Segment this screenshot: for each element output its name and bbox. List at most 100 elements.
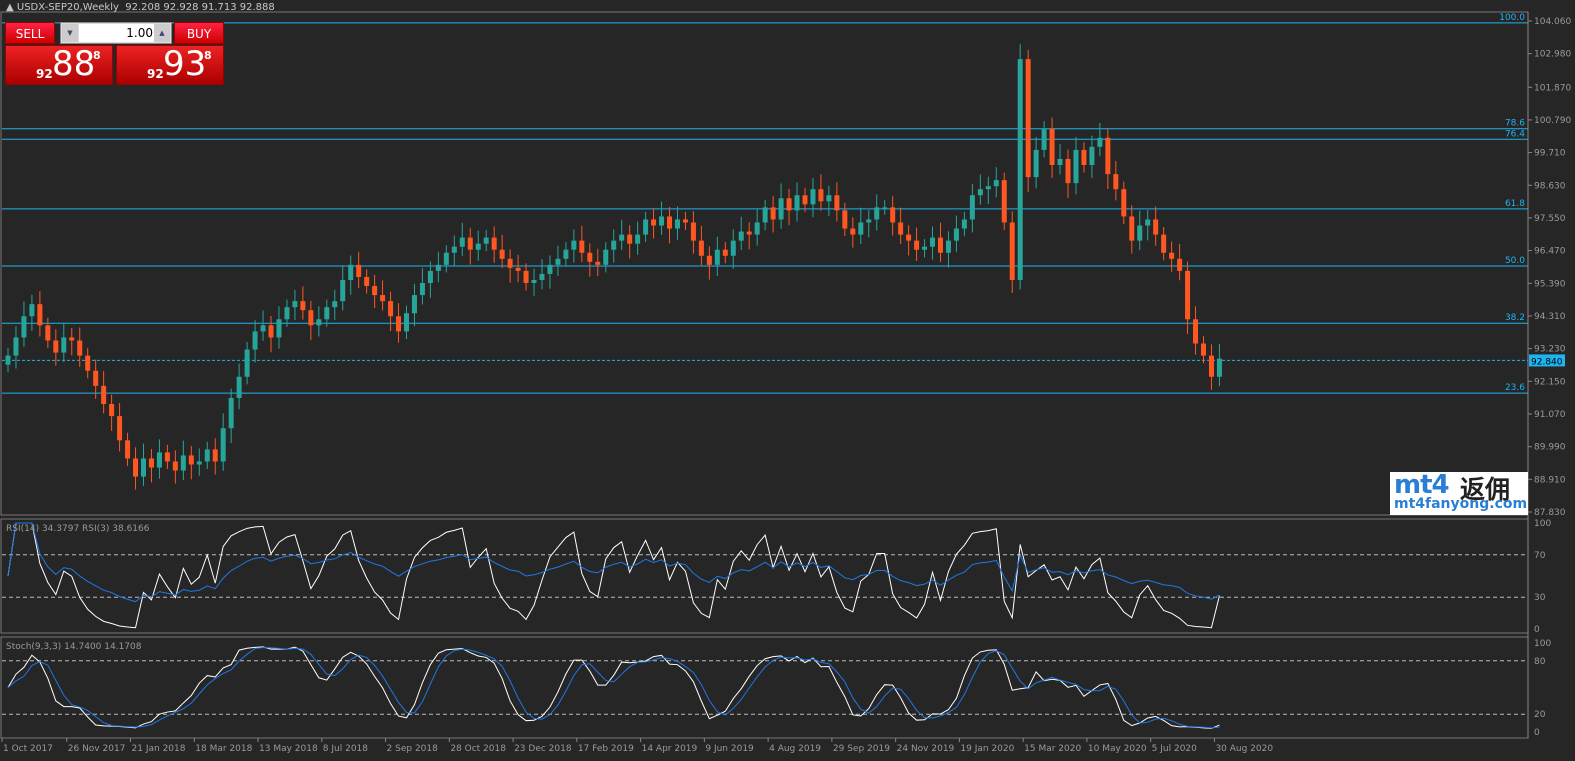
y-tick-label: 94.310 — [1534, 312, 1566, 322]
candle-body — [674, 219, 680, 229]
candle-body — [714, 249, 720, 265]
candle-body — [651, 219, 657, 226]
fib-level-label: 100.0 — [1499, 13, 1525, 23]
rsi14-line — [7, 522, 1220, 603]
lot-decrease-icon[interactable]: ▼ — [62, 24, 78, 42]
sell-price-button[interactable]: 92 88 8 — [5, 44, 113, 85]
x-tick-label: 9 Jun 2019 — [705, 744, 754, 754]
candle-body — [611, 240, 617, 250]
stoch-axis-label: 20 — [1534, 710, 1546, 720]
candle-body — [117, 416, 123, 441]
fib-level-label: 38.2 — [1505, 313, 1525, 323]
candle-body — [133, 458, 139, 477]
logo-url: mt4fanyong.com — [1394, 496, 1528, 512]
fib-level-label: 50.0 — [1505, 256, 1525, 266]
rsi3-line — [7, 522, 1220, 629]
candle-body — [890, 207, 896, 223]
candle-body — [212, 449, 218, 462]
candle-body — [794, 195, 800, 211]
candle-body — [260, 325, 266, 332]
candle-body — [236, 376, 242, 398]
candle-body — [690, 222, 696, 241]
buy-button[interactable]: BUY — [174, 22, 224, 44]
stoch-axis-label: 80 — [1534, 657, 1546, 667]
candle-body — [300, 301, 306, 311]
x-tick-label: 21 Jan 2018 — [132, 744, 186, 754]
candle-body — [515, 267, 521, 271]
candle-body — [268, 325, 274, 338]
candle-body — [29, 304, 35, 317]
candle-body — [451, 246, 457, 253]
candle-body — [467, 237, 473, 250]
candle-body — [1216, 358, 1222, 377]
candle-body — [332, 301, 338, 308]
candle-body — [914, 240, 920, 250]
candle-body — [1001, 180, 1007, 223]
candle-body — [507, 258, 513, 268]
candle-body — [156, 452, 162, 468]
fib-level-label: 78.6 — [1505, 119, 1525, 129]
candle-body — [985, 186, 991, 190]
candle-body — [188, 455, 194, 465]
buy-price-button[interactable]: 92 93 8 — [116, 44, 224, 85]
lot-size-input[interactable] — [79, 24, 157, 42]
candle-body — [1009, 222, 1015, 280]
sell-price-pip: 8 — [93, 49, 101, 62]
candle-body — [906, 234, 912, 241]
rsi-axis-label: 0 — [1534, 625, 1540, 635]
candle-body — [364, 276, 370, 287]
candle-body — [762, 207, 768, 223]
candle-body — [866, 219, 872, 223]
candle-body — [786, 198, 792, 211]
candle-body — [969, 195, 975, 220]
y-tick-label: 102.980 — [1534, 50, 1571, 60]
candle-body — [1073, 149, 1079, 184]
sell-button[interactable]: SELL — [5, 22, 55, 44]
y-tick-label: 88.910 — [1534, 475, 1566, 485]
candle-body — [850, 228, 856, 235]
candle-body — [531, 279, 537, 283]
logo-main: mt4 — [1394, 470, 1450, 500]
candle-body — [993, 180, 999, 187]
fib-level-label: 23.6 — [1505, 383, 1525, 393]
candle-body — [483, 237, 489, 244]
current-price-label: 92.840 — [1531, 357, 1563, 367]
stoch-panel-frame — [0, 636, 1529, 739]
candle-body — [547, 264, 553, 274]
candle-body — [5, 355, 11, 365]
rsi-label: RSI(14) 34.3797 RSI(3) 38.6166 — [6, 524, 150, 534]
candle-body — [937, 237, 943, 253]
y-tick-label: 92.150 — [1534, 377, 1566, 387]
candle-body — [627, 234, 633, 244]
candle-body — [539, 273, 545, 280]
candle-body — [922, 246, 928, 250]
rsi-axis-label: 100 — [1534, 519, 1551, 529]
candle-body — [1185, 270, 1191, 320]
candle-body — [109, 403, 115, 417]
lot-increase-icon[interactable]: ▲ — [154, 24, 170, 42]
y-tick-label: 91.070 — [1534, 410, 1566, 420]
candle-body — [930, 237, 936, 247]
symbol-label: USDX-SEP20,Weekly — [16, 2, 119, 13]
candle-body — [818, 189, 824, 202]
candle-body — [1121, 189, 1127, 217]
candle-body — [1097, 137, 1103, 147]
chart-header: ▲ USDX-SEP20,Weekly 92.208 92.928 91.713… — [6, 2, 275, 13]
y-tick-label: 99.710 — [1534, 149, 1566, 159]
candle-body — [396, 316, 402, 332]
ohlc-values: 92.208 92.928 91.713 92.888 — [125, 2, 275, 13]
candle-body — [858, 222, 864, 235]
candle-body — [443, 252, 449, 265]
x-tick-label: 30 Aug 2020 — [1215, 744, 1273, 754]
candle-body — [722, 249, 728, 256]
candle-body — [252, 331, 258, 350]
stoch-main-line — [7, 646, 1220, 729]
x-tick-label: 8 Jul 2018 — [323, 744, 368, 754]
y-tick-label: 87.830 — [1534, 508, 1566, 518]
candle-body — [180, 455, 186, 471]
candle-body — [1105, 137, 1111, 175]
candle-body — [204, 449, 210, 462]
candle-body — [842, 210, 848, 229]
